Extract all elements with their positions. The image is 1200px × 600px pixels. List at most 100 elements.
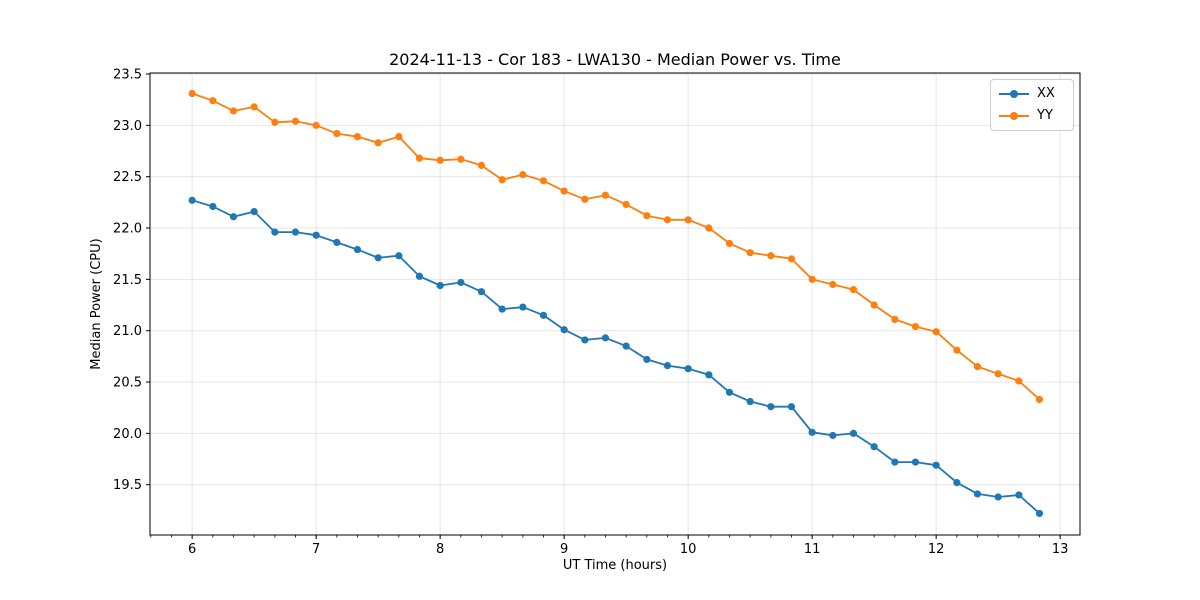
series-yy-point xyxy=(581,195,589,203)
y-tick-label: 20.5 xyxy=(113,376,142,391)
series-xx-point xyxy=(746,397,754,406)
series-xx-point xyxy=(684,365,692,373)
series-yy-point xyxy=(767,252,775,260)
series-yy-point xyxy=(229,107,238,115)
series-xx-point xyxy=(415,272,424,280)
series-yy-point xyxy=(498,176,506,184)
series-xx-point xyxy=(891,458,899,466)
series-xx-point xyxy=(953,479,961,487)
series-yy-point xyxy=(477,161,486,169)
series-yy-point xyxy=(519,171,527,179)
series-yy-point xyxy=(1015,377,1023,385)
series-xx-point xyxy=(353,245,362,254)
series-xx-point xyxy=(581,336,589,344)
y-tick-label: 22.0 xyxy=(113,222,142,237)
legend-line-marker-icon xyxy=(999,85,1029,103)
series-yy-point xyxy=(539,177,548,185)
y-tick-label: 22.5 xyxy=(113,170,142,185)
y-tick-label: 21.5 xyxy=(113,273,142,288)
series-xx-point xyxy=(829,431,837,440)
series-yy-point xyxy=(374,139,382,147)
x-tick-label: 13 xyxy=(1052,542,1069,557)
x-axis-label: UT Time (hours) xyxy=(562,558,668,573)
series-xx-point xyxy=(395,252,403,260)
series-xx-point xyxy=(333,238,341,246)
y-tick-label: 19.5 xyxy=(113,478,142,493)
series-yy-point xyxy=(622,200,630,209)
x-tick-label: 12 xyxy=(928,542,945,557)
series-yy-point xyxy=(250,103,258,111)
series-xx-point xyxy=(932,461,940,469)
legend: XX YY xyxy=(990,79,1074,131)
series-yy-point xyxy=(953,346,961,354)
series-yy-point xyxy=(643,212,651,220)
series-yy-point xyxy=(560,187,568,195)
series-yy-point xyxy=(891,315,899,323)
series-xx-point xyxy=(229,213,238,221)
series-xx-point xyxy=(457,278,465,287)
series-yy-point xyxy=(932,328,940,336)
y-tick-label: 23.5 xyxy=(113,68,142,83)
legend-entry-xx: XX xyxy=(999,85,1063,103)
y-tick-label: 20.0 xyxy=(113,427,142,442)
series-yy-point xyxy=(209,97,217,105)
legend-entry-yy: YY xyxy=(999,107,1063,125)
series-yy-point xyxy=(188,89,196,98)
series-xx-point xyxy=(519,303,527,311)
series-xx-point xyxy=(849,429,858,437)
series-xx-point xyxy=(911,458,920,466)
series-xx-point xyxy=(870,443,878,451)
series-yy-point xyxy=(829,280,837,289)
series-xx-point xyxy=(560,326,568,334)
series-xx-point xyxy=(436,281,444,290)
series-yy-line xyxy=(191,92,1041,401)
y-tick-label: 21.0 xyxy=(113,324,142,339)
series-yy-point xyxy=(994,370,1002,378)
y-tick-label: 23.0 xyxy=(113,119,142,134)
series-yy-point xyxy=(663,216,672,224)
series-xx-point xyxy=(808,428,816,436)
series-yy-point xyxy=(312,121,320,129)
series-yy-point xyxy=(395,133,403,141)
series-xx-point xyxy=(477,288,486,296)
legend-label: XX xyxy=(1037,86,1055,101)
x-tick-label: 6 xyxy=(188,542,196,557)
series-xx-point xyxy=(1035,509,1044,518)
series-yy-point xyxy=(849,286,858,294)
series-xx-point xyxy=(209,202,217,211)
series-xx-point xyxy=(539,311,548,319)
series-xx-point xyxy=(271,228,279,236)
series-yy-point xyxy=(436,156,444,164)
series-yy-point xyxy=(415,154,424,162)
series-xx-point xyxy=(663,362,672,370)
series-xx-point xyxy=(1015,491,1023,499)
x-tick-label: 9 xyxy=(560,542,568,557)
series-xx-point xyxy=(250,208,258,216)
series-yy-point xyxy=(973,363,982,371)
series-yy-point xyxy=(333,129,341,138)
series-xx-point xyxy=(622,342,630,350)
chart-title: 2024-11-13 - Cor 183 - LWA130 - Median P… xyxy=(389,50,841,69)
series-yy-point xyxy=(808,275,816,283)
series-yy-point xyxy=(601,191,610,199)
series-xx-point xyxy=(994,493,1002,501)
series-xx-point xyxy=(787,403,796,411)
series-yy-point xyxy=(271,118,279,126)
x-tick-label: 7 xyxy=(312,542,320,557)
series-xx-point xyxy=(643,355,651,364)
legend-line-marker-icon xyxy=(999,107,1029,125)
series-yy-point xyxy=(746,249,754,257)
series-yy-point xyxy=(725,239,734,248)
series-xx-line xyxy=(191,199,1041,515)
series-xx-point xyxy=(312,231,320,239)
series-xx-point xyxy=(188,196,196,204)
series-yy-point xyxy=(684,216,692,224)
series-xx-point xyxy=(498,305,506,313)
series-yy-point xyxy=(1035,395,1044,404)
series-yy-point xyxy=(291,117,300,125)
series-yy-point xyxy=(911,322,920,331)
series-xx-point xyxy=(705,371,713,379)
series-xx-point xyxy=(767,403,775,411)
series-yy-point xyxy=(787,255,796,263)
